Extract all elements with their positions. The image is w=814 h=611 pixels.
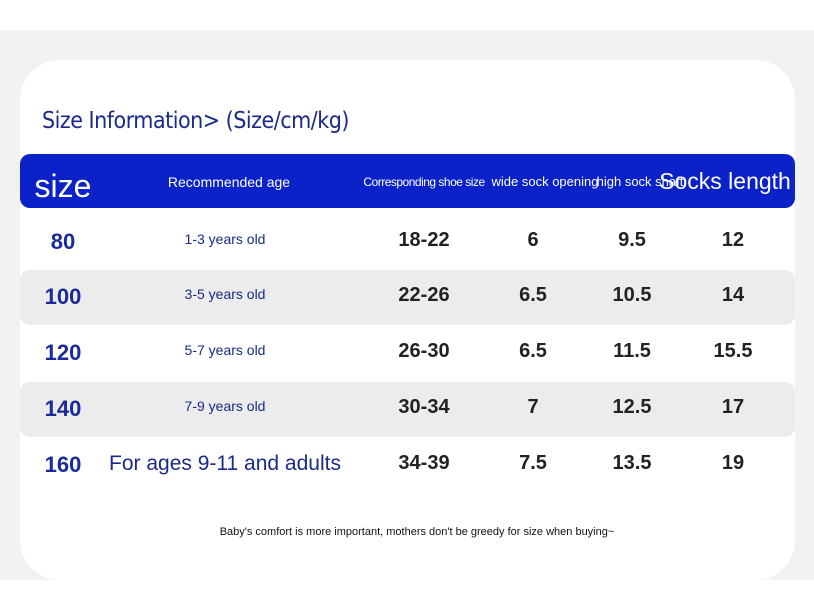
footnote: Baby's comfort is more important, mother…: [219, 526, 615, 538]
table-cell: 3-5 years old: [184, 286, 266, 302]
table-cell: 7: [527, 396, 539, 418]
table-row: 80 1-3 years old 18-22 6 9.5 12: [20, 215, 795, 270]
table-cell: size: [34, 168, 92, 204]
table-row: 120 5-7 years old 26-30 6.5 11.5 15.5: [20, 326, 795, 381]
table-cell: For ages 9-11 and adults: [109, 452, 341, 475]
table-cell: 1-3 years old: [184, 231, 266, 247]
table-cell: 34-39: [398, 452, 450, 474]
table-cell: 120: [44, 340, 82, 365]
table-cell: 30-34: [398, 396, 450, 418]
table-cell: 6.5: [519, 284, 547, 306]
table-cell: 15.5: [713, 340, 753, 362]
table-cell: 6.5: [519, 340, 547, 362]
table-cell: 17: [721, 396, 745, 418]
table-cell: 100: [44, 284, 82, 309]
table-cell: 18-22: [398, 229, 450, 251]
table-cell: 140: [44, 396, 82, 421]
table-header: size Recommended age Corresponding shoe si…: [20, 154, 795, 208]
table-cell: 9.5: [618, 229, 646, 251]
table-cell: 22-26: [398, 284, 450, 306]
table-row: 100 3-5 years old 22-26 6.5 10.5 14: [20, 270, 795, 325]
table-cell: high sock shaft: [596, 174, 684, 189]
table-cell: 12: [721, 229, 745, 251]
table-cell: 7-9 years old: [184, 398, 266, 414]
table-cell: 14: [721, 284, 745, 306]
table-cell: 7.5: [519, 452, 547, 474]
table-cell: 80: [50, 229, 76, 254]
title: Size Information> (Size/cm/kg): [42, 108, 349, 134]
table-cell: 11.5: [613, 340, 651, 362]
table-cell: 160: [44, 452, 82, 477]
table-cell: 26-30: [398, 340, 450, 362]
table-cell: 13.5: [612, 452, 652, 474]
table-cell: 10.5: [612, 284, 652, 306]
table-cell: Recommended age: [167, 174, 291, 190]
table-row: 140 7-9 years old 30-34 7 12.5 17: [20, 382, 795, 437]
table-cell: 5-7 years old: [184, 342, 266, 358]
table-cell: Corresponding shoe size: [363, 175, 485, 189]
table-row: 160 For ages 9-11 and adults 34-39 7.5 13.5 1…: [20, 438, 795, 493]
table-cell: wide sock opening: [491, 174, 599, 189]
table-cell: 19: [721, 452, 745, 474]
table-cell: Socks length: [659, 168, 791, 194]
table-cell: 12.5: [612, 396, 652, 418]
table-cell: 6: [527, 229, 539, 251]
